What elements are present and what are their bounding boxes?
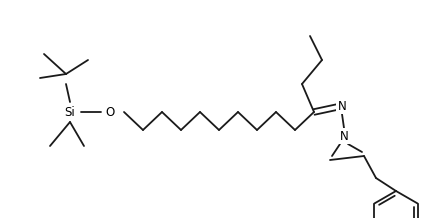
Text: Si: Si [65,106,76,119]
Text: N: N [340,129,349,143]
Text: O: O [106,106,115,119]
Text: N: N [338,99,346,112]
